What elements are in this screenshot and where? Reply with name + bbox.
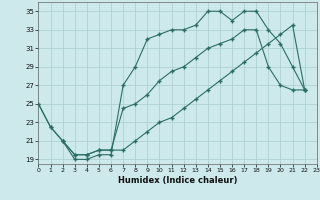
X-axis label: Humidex (Indice chaleur): Humidex (Indice chaleur) [118, 176, 237, 185]
